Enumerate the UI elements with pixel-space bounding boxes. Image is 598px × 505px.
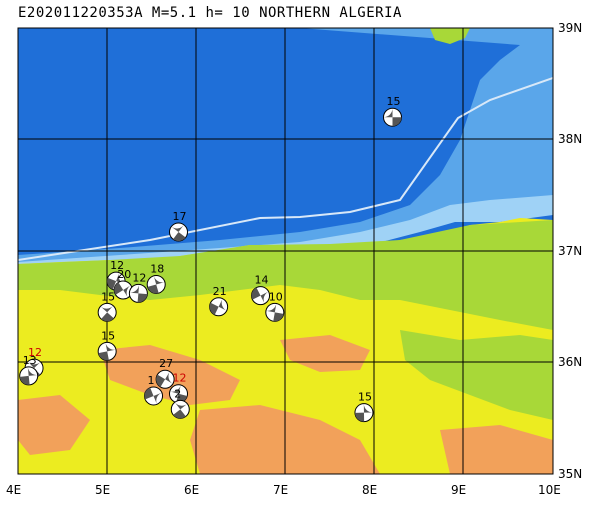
depth-label: 15 <box>101 329 115 342</box>
beachball-compression <box>19 366 38 385</box>
beachball-compression <box>169 385 188 403</box>
beachball-compression <box>147 275 165 294</box>
focal-mechanism-17[interactable]: 15 <box>354 391 374 423</box>
longitude-labels: 4E 5E 6E 7E 8E 9E 10E <box>6 483 561 497</box>
focal-mechanism-4[interactable]: 20 <box>113 268 133 300</box>
depth-label: 10 <box>269 290 283 303</box>
depth-label: 20 <box>117 268 131 281</box>
lat-lon-grid <box>17 27 554 475</box>
depth-label: 15 <box>358 391 372 404</box>
lat-label: 39N <box>558 21 582 35</box>
focal-mechanism-1[interactable]: 17 <box>169 210 188 242</box>
highland-5 <box>440 425 553 474</box>
lon-label: 10E <box>538 483 561 497</box>
beachball-compression <box>354 403 373 422</box>
lat-label: 38N <box>558 132 582 146</box>
beachball-compression <box>107 272 125 290</box>
event-title: E202011220353A M=5.1 h= 10 NORTHERN ALGE… <box>18 5 402 21</box>
latitude-labels: 39N 38N 37N 36N 35N <box>558 21 582 481</box>
beachball-compression <box>383 108 402 127</box>
focal-mechanism-10[interactable]: 10 <box>265 290 285 322</box>
focal-mechanism-5[interactable]: 12 <box>128 271 148 303</box>
lon-label: 7E <box>273 483 288 497</box>
lon-label: 6E <box>184 483 199 497</box>
lon-label: 9E <box>451 483 466 497</box>
lon-label: 5E <box>95 483 110 497</box>
beachball-compression <box>156 371 173 387</box>
beachball-compression <box>173 402 188 419</box>
depth-label: 21 <box>213 285 227 298</box>
lat-label: 35N <box>558 467 582 481</box>
beachball-compression <box>209 298 227 315</box>
beachball-compression <box>171 224 186 242</box>
beachball-compression <box>251 287 269 304</box>
land-green-south <box>400 330 553 420</box>
beachball-compression <box>265 303 284 322</box>
highland-4 <box>18 395 90 455</box>
depth-label: 1 <box>148 374 155 387</box>
depth-label: 2 <box>174 387 181 400</box>
highland-3 <box>280 335 370 372</box>
focal-mechanism-14[interactable]: 1 <box>144 374 164 406</box>
beachball-compression <box>98 342 117 361</box>
focal-mechanism-15[interactable]: 12 <box>169 372 188 404</box>
focal-mechanism-9[interactable]: 14 <box>251 274 271 306</box>
shelf-sea <box>18 28 553 270</box>
lat-label: 37N <box>558 244 582 258</box>
depth-label: 15 <box>101 290 115 303</box>
focal-mechanism-16[interactable]: 2 <box>170 387 190 419</box>
focal-mechanism-6[interactable]: 15 <box>97 290 117 322</box>
beachball-compression <box>144 387 162 405</box>
focal-mechanism-2[interactable]: 18 <box>146 262 166 294</box>
sardinia-land <box>430 28 470 44</box>
depth-label: 12 <box>173 372 187 385</box>
focal-mechanism-8[interactable]: 21 <box>209 285 229 317</box>
depth-label: 17 <box>173 210 187 223</box>
depth-label: 12 <box>110 259 124 272</box>
beachball-compression <box>129 284 148 303</box>
lon-label: 4E <box>6 483 21 497</box>
depth-label: 13 <box>23 354 37 367</box>
depth-label: 14 <box>255 274 269 287</box>
focal-mechanism-13[interactable]: 27 <box>155 357 175 389</box>
beachball-compression <box>114 282 131 298</box>
beachball-compression <box>100 305 114 322</box>
depth-label: 15 <box>387 95 401 108</box>
depth-label: 18 <box>150 262 164 275</box>
lat-label: 36N <box>558 355 582 369</box>
depth-label: 27 <box>159 357 173 370</box>
depth-label: 12 <box>132 271 146 284</box>
depth-label: 12 <box>28 346 42 359</box>
focal-mechanism-0[interactable]: 15 <box>383 95 402 127</box>
focal-mechanism-7[interactable]: 15 <box>97 329 117 361</box>
focal-mechanism-12[interactable]: 13 <box>19 354 39 386</box>
lon-label: 8E <box>362 483 377 497</box>
